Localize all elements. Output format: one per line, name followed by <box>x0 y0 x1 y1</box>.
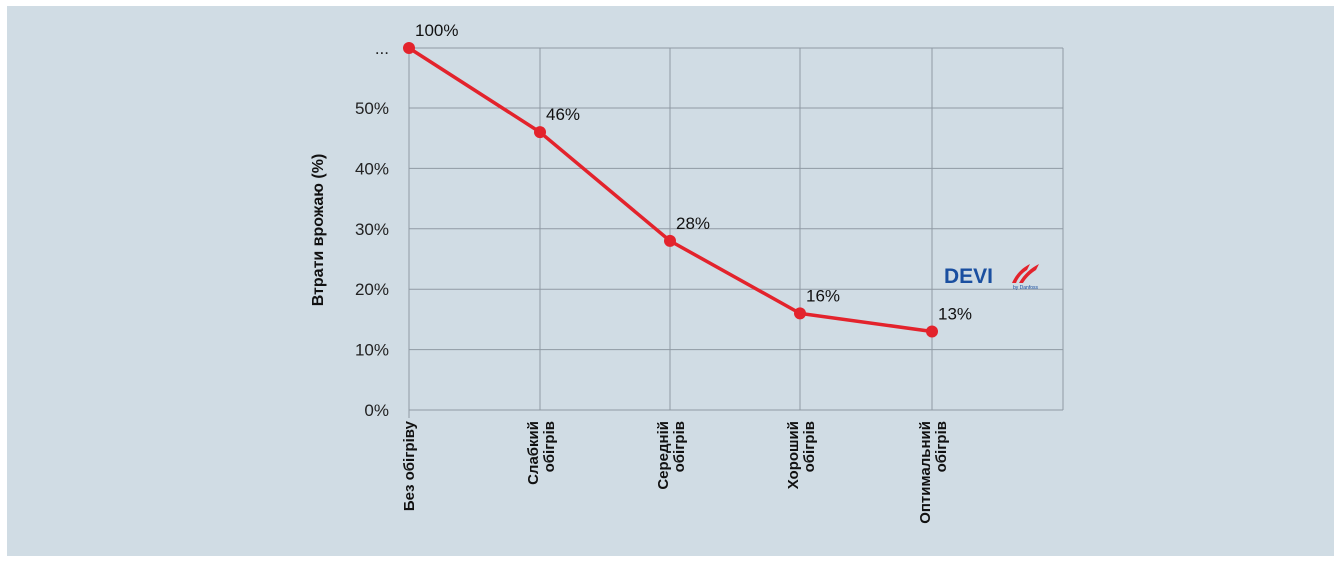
logo-subtext: by Danfoss <box>1013 285 1039 291</box>
x-category-text: Без обігріву <box>401 420 418 511</box>
x-category-text: обігрів <box>671 421 688 472</box>
y-tick-label: 10% <box>355 341 389 360</box>
logo-text: DEVI <box>944 265 993 288</box>
y-tick-label: 40% <box>355 159 389 178</box>
y-tick-label: 30% <box>355 220 389 239</box>
data-label: 46% <box>546 105 580 124</box>
data-label: 100% <box>415 21 458 40</box>
y-tick-label: 20% <box>355 280 389 299</box>
series-group: 100% 46% 28% 16% 13% <box>403 21 972 338</box>
data-point <box>794 307 806 320</box>
data-point <box>534 126 546 139</box>
data-point <box>403 42 415 54</box>
x-category-text: Оптимальний <box>917 421 934 524</box>
data-label: 16% <box>806 286 840 305</box>
y-axis-ticks: 0% 10% 20% 30% 40% 50%... <box>355 39 389 420</box>
x-axis-categories: Без обігріву Слабкий обігрів Середній обігрі… <box>401 420 950 523</box>
logo-wave-icon <box>1012 264 1039 283</box>
x-category-text: Середній <box>655 421 672 490</box>
x-category-label: Без обігріву <box>401 420 418 511</box>
y-tick-label: ... <box>375 39 389 58</box>
x-category-text: обігрів <box>801 421 818 472</box>
data-label: 13% <box>938 304 972 323</box>
x-category-text: обігрів <box>541 421 558 472</box>
x-category-label: Оптимальний обігрів <box>917 421 950 524</box>
x-category-label: Хороший обігрів <box>785 421 818 489</box>
grid-lines <box>408 47 1064 418</box>
x-category-label: Середній обігрів <box>655 421 688 490</box>
x-category-text: Слабкий <box>525 421 542 485</box>
y-tick-label: 0% <box>364 401 389 420</box>
x-category-label: Слабкий обігрів <box>525 421 558 485</box>
devi-logo: DEVI by Danfoss <box>944 264 1039 291</box>
y-axis-label: Втрати врожаю (%) <box>310 154 327 307</box>
data-point <box>664 234 676 247</box>
data-label: 28% <box>676 214 710 233</box>
x-category-text: Хороший <box>785 421 802 489</box>
x-category-text: обігрів <box>933 421 950 472</box>
data-point <box>926 325 938 338</box>
y-tick-label: 50% <box>355 99 389 118</box>
